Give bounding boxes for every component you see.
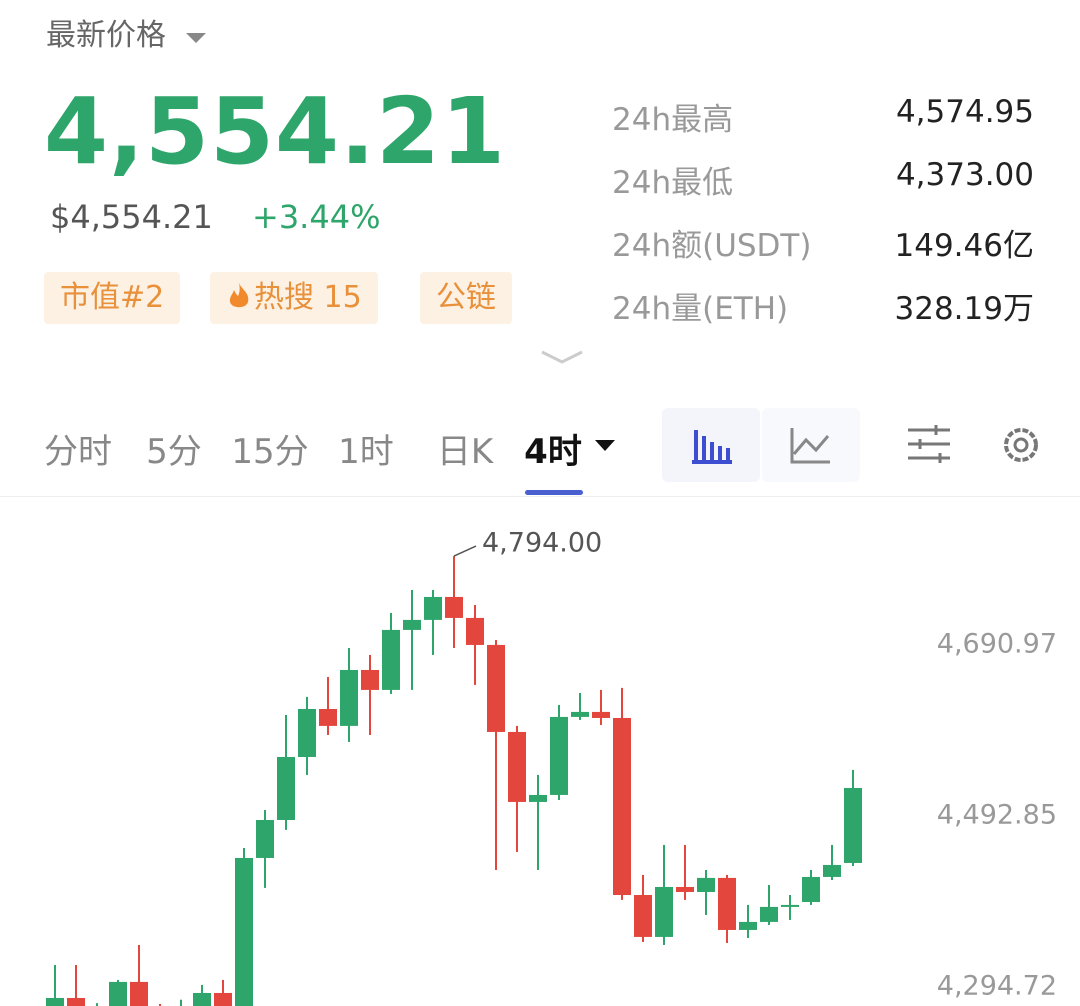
- y-tick-label: 4,492.85: [937, 799, 1057, 830]
- flame-icon: [229, 283, 249, 308]
- annotation-leader: [453, 545, 477, 557]
- high-annotation: 4,794.00: [482, 528, 602, 559]
- stat-label: 24h额(USDT): [612, 228, 812, 264]
- indicator-settings[interactable]: [906, 424, 952, 466]
- candle-body: [193, 992, 211, 1006]
- candle-body: [487, 644, 505, 732]
- candle-body: [697, 877, 715, 892]
- candle-body: [529, 794, 547, 802]
- stat-value: 4,373.00: [895, 157, 1034, 193]
- candle-body: [655, 886, 673, 937]
- candle-body: [235, 857, 253, 1006]
- candle-body: [844, 787, 862, 863]
- timeframe-tab[interactable]: 4时: [524, 432, 582, 472]
- candle-body: [550, 716, 568, 795]
- settings-gear[interactable]: [998, 422, 1044, 468]
- usd-price: $4,554.21: [50, 198, 213, 236]
- candle-body: [277, 756, 295, 820]
- stat-value: 149.46亿: [894, 228, 1034, 264]
- timeframe-tab[interactable]: 1时: [338, 432, 394, 472]
- candle-body: [340, 669, 358, 726]
- candle-body: [130, 981, 148, 1006]
- price-title[interactable]: 最新价格: [46, 10, 208, 54]
- title-text: 最新价格: [46, 18, 166, 53]
- candle-body: [508, 731, 526, 802]
- candle-body: [760, 906, 778, 922]
- tag-text: 热搜 15: [254, 280, 362, 315]
- candle-body: [613, 717, 631, 895]
- candle-body: [781, 904, 799, 907]
- stat-label: 24h最低: [612, 165, 734, 201]
- dropdown-icon: [185, 33, 206, 43]
- timeframe-tab[interactable]: 分时: [44, 432, 112, 472]
- timeframe-tab[interactable]: 5分: [146, 432, 202, 472]
- stat-value: 4,574.95: [895, 94, 1034, 130]
- candle-body: [592, 711, 610, 718]
- expand-chevron[interactable]: [540, 348, 584, 368]
- candle-body: [109, 981, 127, 1006]
- candle-body: [382, 629, 400, 690]
- divider: [0, 496, 1080, 497]
- last-price: 4,554.21: [44, 78, 506, 185]
- tag[interactable]: 公链: [420, 272, 512, 324]
- candle-body: [298, 708, 316, 757]
- candle-body: [466, 617, 484, 645]
- candle-body: [424, 596, 442, 620]
- candle-body: [214, 992, 232, 1006]
- stat-label: 24h量(ETH): [612, 291, 789, 327]
- line-mode-button[interactable]: [762, 408, 860, 482]
- candle-body: [739, 921, 757, 930]
- candle-body: [361, 669, 379, 690]
- candle-body: [256, 819, 274, 858]
- line-icon: [790, 428, 830, 464]
- candle-body: [676, 886, 694, 892]
- y-tick-label: 4,294.72: [937, 970, 1057, 1001]
- candle-body: [67, 997, 85, 1006]
- candle-body: [319, 708, 337, 726]
- tab-underline: [525, 490, 583, 495]
- candle-body: [802, 876, 820, 902]
- timeframe-tab[interactable]: 15分: [231, 432, 309, 472]
- candle-body: [445, 596, 463, 618]
- candle-body: [403, 619, 421, 630]
- candle-mode-button[interactable]: [662, 408, 760, 482]
- tag[interactable]: 热搜 15: [210, 272, 378, 324]
- stat-label: 24h最高: [612, 102, 734, 138]
- candle-body: [718, 877, 736, 930]
- tab-caret: [595, 440, 615, 451]
- candle-icon: [692, 430, 732, 464]
- candle-body: [571, 711, 589, 717]
- candlestick-chart: 4,690.97 4,492.85 4,294.72 4,794.00: [46, 528, 1057, 1006]
- stat-value: 328.19万: [894, 291, 1034, 327]
- timeframe-tab[interactable]: 日K: [436, 432, 494, 472]
- candle-body: [823, 864, 841, 877]
- y-tick-label: 4,690.97: [937, 628, 1057, 659]
- tag[interactable]: 市值#2: [44, 272, 181, 324]
- candle-body: [634, 894, 652, 937]
- change-percent: +3.44%: [252, 198, 381, 236]
- candle-body: [46, 997, 64, 1006]
